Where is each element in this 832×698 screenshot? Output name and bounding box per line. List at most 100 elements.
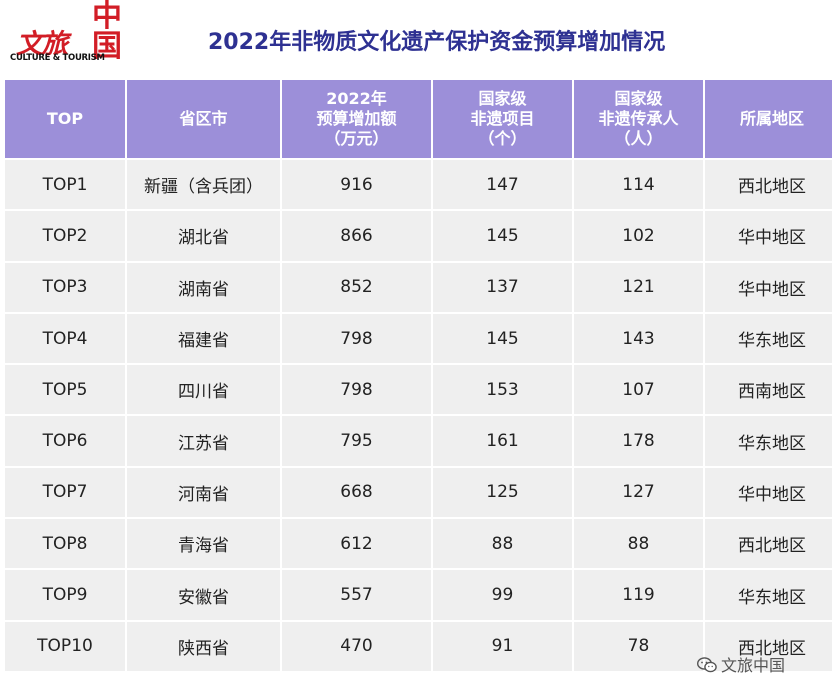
table-cell: 612 bbox=[280, 517, 433, 571]
table-cell: 青海省 bbox=[125, 517, 282, 571]
header-label: 国家级 bbox=[614, 89, 663, 108]
table-cell: 866 bbox=[280, 209, 433, 263]
table-cell: TOP9 bbox=[3, 568, 127, 622]
table-cell: 江苏省 bbox=[125, 414, 282, 468]
table-cell: 795 bbox=[280, 414, 433, 468]
table-cell: 西北地区 bbox=[703, 517, 832, 571]
header-label: 国家级 bbox=[478, 89, 527, 108]
table-cell: 137 bbox=[431, 260, 574, 314]
table-cell: 88 bbox=[431, 517, 574, 571]
table-cell: 西南地区 bbox=[703, 363, 832, 417]
table-cell: TOP6 bbox=[3, 414, 127, 468]
table-cell: TOP10 bbox=[3, 619, 127, 673]
table-cell: TOP1 bbox=[3, 157, 127, 212]
table-body: TOP1 新疆（含兵团） 916 147 114 西北地区 TOP2 湖北省 866 145 102… bbox=[3, 157, 832, 673]
table-row: TOP3 湖南省 852 137 121 华中地区 bbox=[3, 260, 832, 314]
table-row: TOP8 青海省 612 88 88 西北地区 bbox=[3, 517, 832, 571]
wechat-icon bbox=[697, 657, 717, 673]
table-cell: 华中地区 bbox=[703, 209, 832, 263]
table-row: TOP6 江苏省 795 161 178 华东地区 bbox=[3, 414, 832, 468]
table-cell: 145 bbox=[431, 209, 574, 263]
table-cell: 143 bbox=[572, 311, 705, 366]
page-title: 2022年非物质文化遗产保护资金预算增加情况 bbox=[208, 30, 666, 55]
table-cell: 78 bbox=[572, 619, 705, 673]
logo-en: CULTURE & TOURISM bbox=[10, 53, 105, 63]
budget-table: TOP 省区市 2022年 预算增加额 （万元） 国家级 非遗项目 （个） 国家级 非遗传… bbox=[3, 78, 832, 673]
table-cell: 798 bbox=[280, 311, 433, 366]
table-cell: 河南省 bbox=[125, 465, 282, 520]
table-cell: 125 bbox=[431, 465, 574, 520]
logo-cn-right: 中国 bbox=[92, 2, 122, 62]
table-cell: 91 bbox=[431, 619, 574, 673]
table-cell: 西北地区 bbox=[703, 157, 832, 212]
table-row: TOP5 四川省 798 153 107 西南地区 bbox=[3, 363, 832, 417]
table-cell: 西北地区 bbox=[703, 619, 832, 673]
table-cell: 107 bbox=[572, 363, 705, 417]
logo-char: 国 bbox=[92, 29, 122, 64]
table-cell: 安徽省 bbox=[125, 568, 282, 622]
culture-tourism-logo: 文旅 中国 CULTURE & TOURISM bbox=[8, 2, 124, 70]
table-cell: TOP5 bbox=[3, 363, 127, 417]
header-cell: 国家级 非遗传承人 （人） bbox=[572, 78, 705, 160]
table-cell: 福建省 bbox=[125, 311, 282, 366]
table-cell: 华东地区 bbox=[703, 568, 832, 622]
table-cell: 916 bbox=[280, 157, 433, 212]
header-cell: TOP bbox=[3, 78, 127, 160]
table-cell: TOP7 bbox=[3, 465, 127, 520]
table-cell: 557 bbox=[280, 568, 433, 622]
header-label: 非遗项目 bbox=[470, 109, 535, 128]
table-row: TOP7 河南省 668 125 127 华中地区 bbox=[3, 465, 832, 520]
table-cell: 华中地区 bbox=[703, 260, 832, 314]
header-label: （万元） bbox=[324, 129, 389, 148]
table-cell: 88 bbox=[572, 517, 705, 571]
header-label: （个） bbox=[478, 129, 527, 148]
table-row: TOP10 陕西省 470 91 78 西北地区 bbox=[3, 619, 832, 673]
table-cell: 668 bbox=[280, 465, 433, 520]
watermark-text: 文旅中国 bbox=[721, 656, 786, 675]
page-header: 文旅 中国 CULTURE & TOURISM 2022年非物质文化遗产保护资金… bbox=[0, 0, 832, 78]
table-row: TOP2 湖北省 866 145 102 华中地区 bbox=[3, 209, 832, 263]
table-cell: 114 bbox=[572, 157, 705, 212]
table-cell: 145 bbox=[431, 311, 574, 366]
table-cell: 119 bbox=[572, 568, 705, 622]
table-cell: 127 bbox=[572, 465, 705, 520]
table-cell: 121 bbox=[572, 260, 705, 314]
table-cell: TOP2 bbox=[3, 209, 127, 263]
table-cell: 798 bbox=[280, 363, 433, 417]
table-cell: 147 bbox=[431, 157, 574, 212]
table-cell: 华东地区 bbox=[703, 311, 832, 366]
table-cell: 99 bbox=[431, 568, 574, 622]
logo-char: 中 bbox=[92, 0, 122, 34]
table-cell: 470 bbox=[280, 619, 433, 673]
table-cell: 102 bbox=[572, 209, 705, 263]
table-cell: 178 bbox=[572, 414, 705, 468]
table-cell: 852 bbox=[280, 260, 433, 314]
table-cell: TOP8 bbox=[3, 517, 127, 571]
table-cell: 华中地区 bbox=[703, 465, 832, 520]
table-cell: 湖南省 bbox=[125, 260, 282, 314]
table-cell: 161 bbox=[431, 414, 574, 468]
table-header-row: TOP 省区市 2022年 预算增加额 （万元） 国家级 非遗项目 （个） 国家级 非遗传… bbox=[3, 78, 832, 160]
table-cell: 陕西省 bbox=[125, 619, 282, 673]
table-cell: TOP4 bbox=[3, 311, 127, 366]
table-cell: TOP3 bbox=[3, 260, 127, 314]
wechat-watermark: 文旅中国 bbox=[697, 652, 827, 676]
header-cell: 2022年 预算增加额 （万元） bbox=[280, 78, 433, 160]
header-cell: 所属地区 bbox=[703, 78, 832, 160]
header-label: 省区市 bbox=[179, 109, 228, 128]
table-row: TOP1 新疆（含兵团） 916 147 114 西北地区 bbox=[3, 157, 832, 212]
table-row: TOP9 安徽省 557 99 119 华东地区 bbox=[3, 568, 832, 622]
header-label: TOP bbox=[46, 109, 84, 128]
table-row: TOP4 福建省 798 145 143 华东地区 bbox=[3, 311, 832, 366]
header-label: 2022年 bbox=[326, 89, 387, 108]
header-label: （人） bbox=[614, 129, 663, 148]
header-cell: 国家级 非遗项目 （个） bbox=[431, 78, 574, 160]
header-cell: 省区市 bbox=[125, 78, 282, 160]
table-cell: 四川省 bbox=[125, 363, 282, 417]
header-label: 非遗传承人 bbox=[598, 109, 679, 128]
logo-cn-left: 文旅 bbox=[16, 29, 68, 60]
header-label: 预算增加额 bbox=[316, 109, 397, 128]
header-label: 所属地区 bbox=[739, 109, 804, 128]
table-cell: 153 bbox=[431, 363, 574, 417]
table-cell: 湖北省 bbox=[125, 209, 282, 263]
